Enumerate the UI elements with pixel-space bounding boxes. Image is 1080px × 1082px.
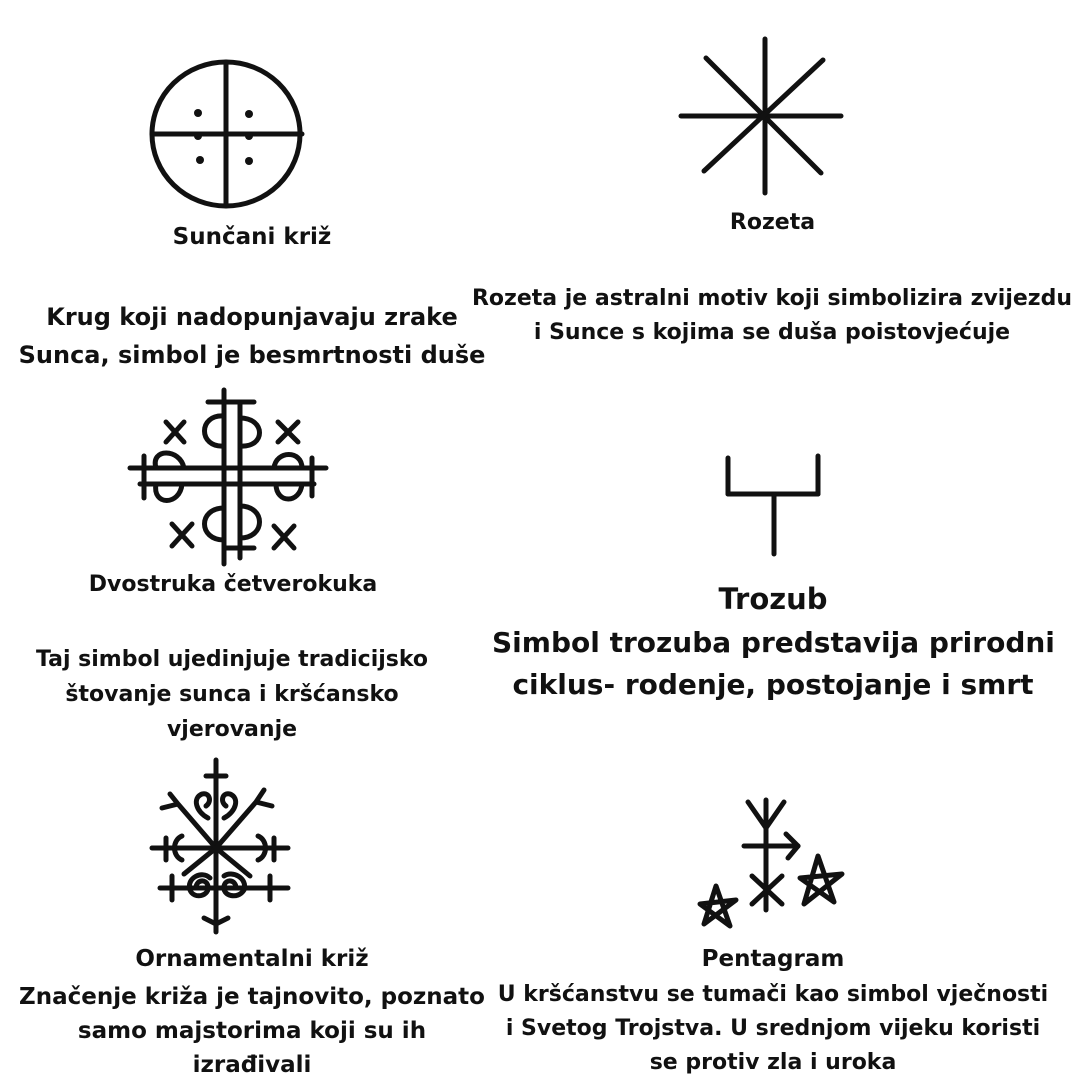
ornamental-cross-title: Ornamentalni križ (135, 946, 369, 972)
pentagram-description-line: U kršćanstvu se tumači kao simbol vječno… (497, 982, 1049, 1007)
double-fourfold-hook-title: Dvostruka četverokuka (88, 572, 378, 597)
sun-cross-icon (148, 58, 308, 210)
pentagram-description-line: se protiv zla i uroka (649, 1050, 897, 1075)
double-fourfold-hook-description: Taj simbol ujedinjuje tradicijsko štovan… (20, 642, 444, 747)
rosette-icon (676, 36, 846, 196)
trident-description: Simbol trozuba predstavija prirodni cikl… (492, 622, 1055, 706)
trident-description-line: Simbol trozuba predstavija prirodni (492, 626, 1055, 659)
trident-icon (722, 452, 826, 558)
pentagram-description-line: i Svetog Trojstva. U srednjom vijeku kor… (505, 1016, 1041, 1041)
rosette-description: Rozeta je astralni motiv koji simbolizir… (462, 282, 1080, 350)
double-fourfold-hook-description-line: štovanje sunca i kršćansko (65, 682, 399, 707)
rosette-title: Rozeta (729, 210, 816, 235)
pentagram-icon (692, 794, 852, 934)
trident-description-line: ciklus- rodenje, postojanje i smrt (512, 668, 1034, 701)
pentagram-title: Pentagram (701, 946, 845, 972)
ornamental-cross-description-line: samo majstorima koji su ih (77, 1018, 427, 1044)
sun-cross-description-line: Sunca, simbol je besmrtnosti duše (18, 341, 486, 369)
ornamental-cross-description-line: Značenje križa je tajnovito, poznato (19, 984, 485, 1010)
double-fourfold-hook-description-line: vjerovanje (166, 717, 298, 742)
sun-cross-title: Sunčani križ (172, 224, 332, 250)
ornamental-cross-description-line: izrađivali (192, 1052, 312, 1078)
rosette-description-line: i Sunce s kojima se duša poistovjećuje (533, 320, 1011, 345)
double-fourfold-hook-icon (126, 387, 330, 567)
sun-cross-description-line: Krug koji nadopunjavaju zrake (46, 303, 458, 331)
ornamental-cross-icon (148, 756, 294, 936)
double-fourfold-hook-description-line: Taj simbol ujedinjuje tradicijsko (35, 647, 429, 672)
rosette-description-line: Rozeta je astralni motiv koji simbolizir… (471, 286, 1073, 311)
pentagram-description: U kršćanstvu se tumači kao simbol vječno… (492, 978, 1054, 1080)
ornamental-cross-description: Značenje križa je tajnovito, poznato sam… (12, 980, 492, 1082)
trident-title: Trozub (718, 582, 828, 616)
sun-cross-description: Krug koji nadopunjavaju zrake Sunca, sim… (10, 298, 494, 374)
